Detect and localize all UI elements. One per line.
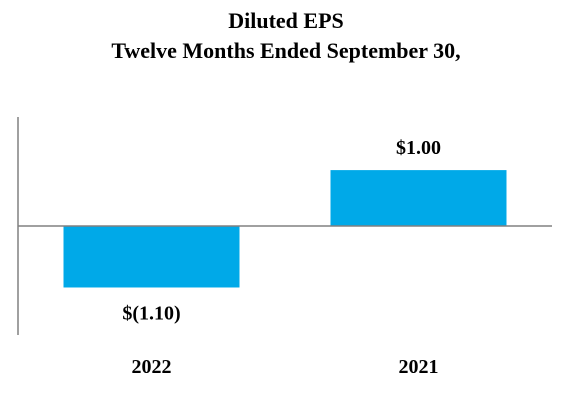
data-label-2022: $(1.10) [122, 302, 180, 324]
bar-2022 [63, 226, 240, 288]
chart-title-block: Diluted EPS Twelve Months Ended Septembe… [0, 6, 572, 66]
data-labels-group: $(1.10) $1.00 [122, 137, 441, 324]
data-label-2021: $1.00 [396, 137, 441, 159]
category-label-2021: 2021 [399, 356, 439, 378]
bar-2021 [330, 170, 507, 226]
category-labels-group: 2022 2021 [132, 356, 439, 378]
chart-subtitle: Twelve Months Ended September 30, [111, 38, 461, 63]
chart-title: Diluted EPS [228, 8, 344, 33]
bars-group [63, 170, 507, 288]
category-label-2022: 2022 [132, 356, 172, 378]
